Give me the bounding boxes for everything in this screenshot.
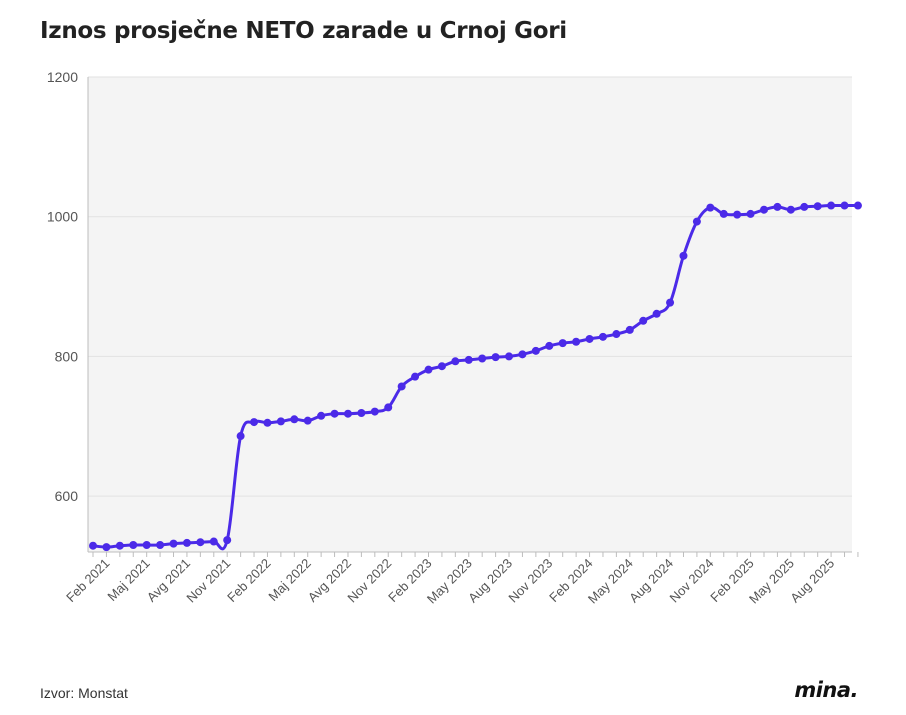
data-point bbox=[196, 538, 205, 547]
source-note: Izvor: Monstat bbox=[40, 685, 128, 701]
data-point bbox=[317, 411, 326, 420]
data-point bbox=[370, 407, 379, 416]
chart-title: Iznos prosječne NETO zarade u Crnoj Gori bbox=[40, 18, 567, 44]
data-point bbox=[572, 337, 581, 346]
data-point bbox=[531, 346, 540, 355]
data-point bbox=[692, 217, 701, 226]
plot-area bbox=[88, 77, 852, 552]
data-point bbox=[760, 205, 768, 214]
data-point bbox=[250, 418, 259, 427]
data-point bbox=[411, 372, 420, 381]
data-point bbox=[263, 418, 272, 427]
data-point bbox=[209, 537, 218, 546]
data-point bbox=[464, 355, 473, 364]
data-point bbox=[773, 202, 782, 211]
data-point bbox=[182, 538, 191, 547]
data-point bbox=[290, 415, 299, 424]
data-point bbox=[424, 365, 433, 374]
x-tick-label: Nov 2021 bbox=[183, 556, 233, 606]
data-point bbox=[276, 417, 285, 426]
series-line bbox=[92, 203, 858, 551]
data-point bbox=[800, 202, 809, 211]
y-axis-ticks: 600 800 1000 1200 bbox=[47, 69, 78, 504]
data-point bbox=[652, 309, 661, 318]
data-point bbox=[840, 201, 849, 210]
brand-logo: mina. bbox=[794, 678, 858, 702]
data-point bbox=[384, 403, 393, 412]
data-point bbox=[478, 354, 487, 363]
data-point bbox=[437, 362, 446, 371]
data-point bbox=[625, 325, 634, 334]
data-point bbox=[719, 209, 728, 218]
data-point bbox=[786, 205, 795, 214]
data-point bbox=[827, 201, 836, 210]
data-point bbox=[585, 334, 594, 343]
x-tick-label: Nov 2022 bbox=[344, 556, 394, 606]
data-point bbox=[303, 416, 312, 425]
data-point bbox=[746, 209, 755, 218]
y-tick-label: 1200 bbox=[47, 69, 78, 85]
data-point bbox=[558, 339, 567, 348]
y-tick-label: 600 bbox=[55, 488, 79, 504]
data-point bbox=[545, 341, 554, 350]
data-point bbox=[639, 316, 648, 325]
data-point bbox=[236, 432, 245, 441]
data-point bbox=[518, 350, 527, 359]
x-tick-label: Aug 2025 bbox=[787, 556, 837, 606]
data-point bbox=[853, 201, 862, 210]
data-point bbox=[397, 382, 406, 391]
data-point bbox=[129, 541, 138, 550]
data-point bbox=[357, 408, 366, 417]
data-point bbox=[706, 203, 715, 212]
data-point bbox=[89, 541, 97, 550]
data-point bbox=[451, 357, 460, 366]
data-point bbox=[156, 541, 165, 550]
data-point bbox=[115, 541, 124, 550]
data-point bbox=[223, 536, 232, 545]
data-point bbox=[142, 541, 151, 550]
y-tick-label: 1000 bbox=[47, 209, 78, 225]
data-point bbox=[598, 332, 607, 341]
x-tick-label: Nov 2024 bbox=[666, 556, 716, 606]
data-point bbox=[343, 409, 352, 418]
data-point bbox=[102, 543, 111, 552]
data-point bbox=[679, 251, 688, 260]
data-point bbox=[491, 353, 500, 362]
data-point bbox=[813, 202, 822, 211]
data-point bbox=[612, 330, 621, 339]
x-tick-label: Nov 2023 bbox=[505, 556, 555, 606]
data-points bbox=[89, 201, 862, 552]
y-tick-label: 800 bbox=[55, 348, 79, 364]
data-point bbox=[169, 539, 178, 548]
data-point bbox=[733, 210, 742, 219]
data-point bbox=[666, 298, 675, 307]
x-tick-label: Feb 2021 bbox=[63, 556, 112, 605]
data-point bbox=[505, 352, 514, 361]
data-point bbox=[330, 409, 339, 418]
x-tick-label: Feb 2022 bbox=[224, 556, 273, 605]
